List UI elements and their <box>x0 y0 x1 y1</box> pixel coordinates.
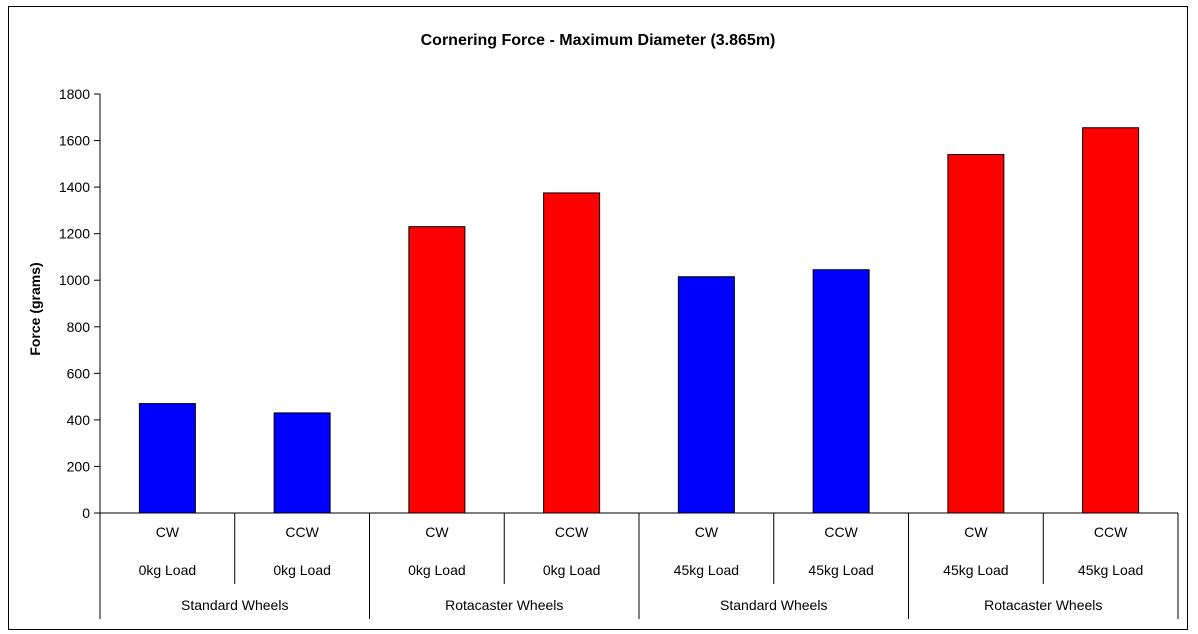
x-tick-label-load: 45kg Load <box>1078 562 1143 578</box>
plot-area: 0 200 400 600 800 1000 1200 1400 1600 1800 CW 0kg L… <box>59 86 1179 619</box>
chart-title: Cornering Force - Maximum Diameter (3.86… <box>421 32 776 49</box>
bar <box>812 269 870 514</box>
y-tick-label: 1000 <box>59 272 90 288</box>
x-group-label: Standard Wheels <box>720 597 827 613</box>
x-tick-label-direction: CW <box>695 524 719 540</box>
y-tick-label: 1800 <box>59 86 90 102</box>
bar <box>138 403 196 514</box>
x-group-label: Standard Wheels <box>181 597 288 613</box>
x-tick-label-load: 45kg Load <box>674 562 739 578</box>
x-tick-label-direction: CW <box>425 524 449 540</box>
y-axis-label: Force (grams) <box>27 262 43 355</box>
x-tick-label-load: 45kg Load <box>808 562 873 578</box>
x-tick-label-direction: CCW <box>824 524 858 540</box>
x-tick-label-direction: CCW <box>555 524 589 540</box>
x-tick-label-load: 0kg Load <box>408 562 466 578</box>
y-tick-label: 1400 <box>59 179 90 195</box>
bar <box>947 154 1005 514</box>
bar <box>1082 127 1140 514</box>
chart-frame: Cornering Force - Maximum Diameter (3.86… <box>8 6 1188 630</box>
bar <box>273 412 331 514</box>
chart: Cornering Force - Maximum Diameter (3.86… <box>27 32 1179 619</box>
y-tick-label: 800 <box>67 319 91 335</box>
y-tick-label: 1600 <box>59 133 90 149</box>
x-tick-label-direction: CCW <box>1094 524 1128 540</box>
y-tick-label: 0 <box>82 505 90 521</box>
bar <box>543 192 601 514</box>
bar <box>677 276 735 514</box>
y-tick-label: 200 <box>67 458 91 474</box>
x-tick-label-direction: CW <box>964 524 988 540</box>
x-tick-label-direction: CCW <box>285 524 319 540</box>
x-tick-label-load: 45kg Load <box>943 562 1008 578</box>
x-group-label: Rotacaster Wheels <box>984 597 1102 613</box>
bar <box>408 226 466 514</box>
x-tick-label-load: 0kg Load <box>543 562 601 578</box>
x-tick-label-load: 0kg Load <box>273 562 331 578</box>
x-group-label: Rotacaster Wheels <box>445 597 563 613</box>
y-tick-label: 1200 <box>59 226 90 242</box>
y-tick-label: 600 <box>67 365 91 381</box>
x-tick-label-load: 0kg Load <box>139 562 197 578</box>
y-tick-label: 400 <box>67 412 91 428</box>
x-tick-label-direction: CW <box>156 524 180 540</box>
